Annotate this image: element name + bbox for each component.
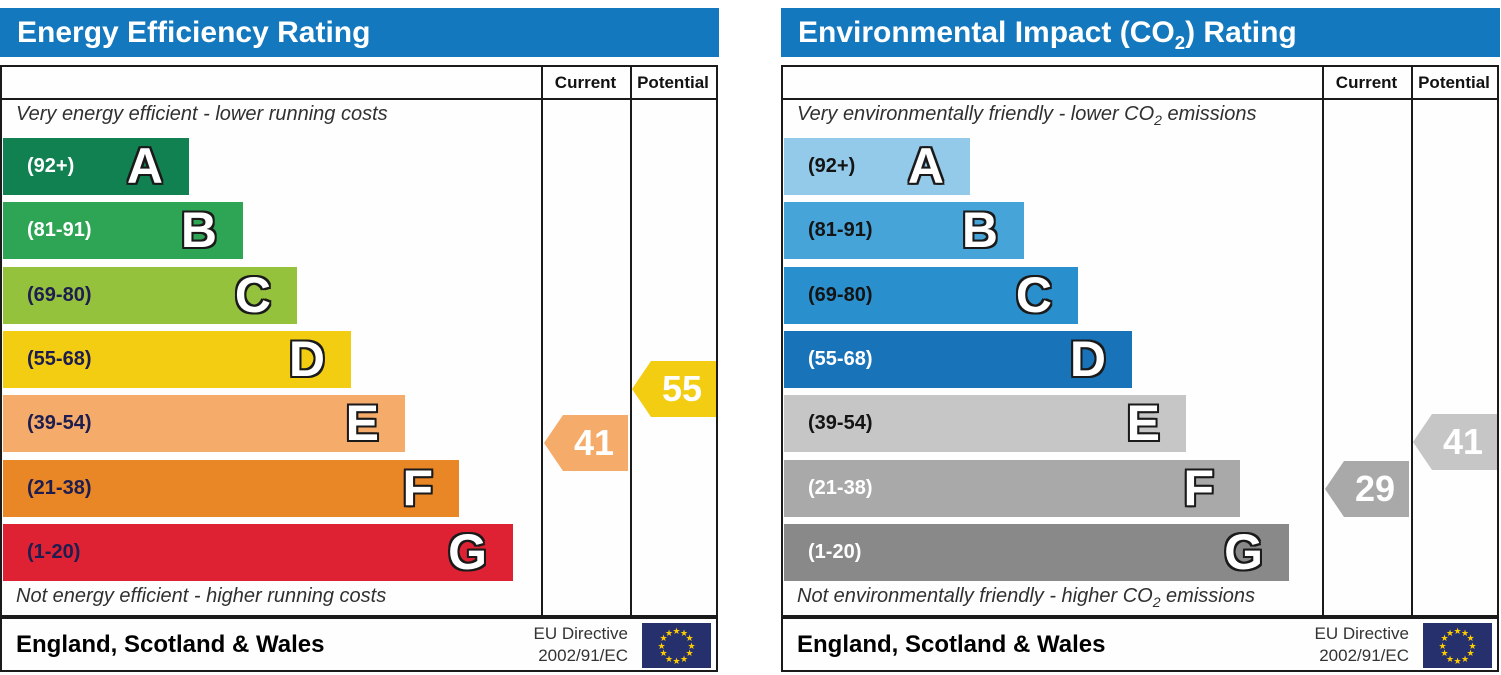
band-range-label: (21-38) [27, 477, 92, 499]
band-row-c: (69-80) C [3, 267, 297, 324]
band-row-a: (92+) A [784, 138, 970, 195]
chart-title-bar: Energy Efficiency Rating [0, 8, 719, 57]
band-row-a: (92+) A [3, 138, 189, 195]
band-letter: E [345, 395, 379, 451]
potential-column-divider [630, 67, 632, 615]
band-range-label: (1-20) [808, 541, 862, 563]
footer-region-label: England, Scotland & Wales [16, 631, 325, 658]
band-row-f: (21-38) F [3, 460, 459, 517]
band-letter: D [288, 331, 325, 387]
band-letter: E [1126, 395, 1160, 451]
current-rating-arrow: 29 [1325, 461, 1409, 517]
eu-directive-label: EU Directive 2002/91/EC [533, 624, 628, 665]
potential-column-divider [1411, 67, 1413, 615]
band-row-c: (69-80) C [784, 267, 1078, 324]
band-range-label: (21-38) [808, 477, 873, 499]
band-letter: F [1183, 460, 1214, 516]
band-range-label: (81-91) [808, 219, 873, 241]
band-letter: B [180, 202, 217, 258]
page-title: Environmental Impact (CO2) Rating [798, 16, 1297, 53]
band-row-b: (81-91) B [3, 202, 243, 259]
band-range-label: (55-68) [808, 348, 873, 370]
top-note: Very energy efficient - lower running co… [16, 103, 388, 125]
current-rating-arrow: 41 [544, 415, 628, 471]
band-range-label: (1-20) [27, 541, 81, 563]
band-row-e: (39-54) E [784, 395, 1186, 452]
band-range-label: (69-80) [27, 284, 92, 306]
band-letter: B [961, 202, 998, 258]
band-row-d: (55-68) D [3, 331, 351, 388]
potential-rating-arrow: 41 [1413, 414, 1497, 470]
band-range-label: (81-91) [27, 219, 92, 241]
current-rating-value: 41 [573, 422, 615, 463]
environmental-impact-chart: Environmental Impact (CO2) Rating Curren… [781, 0, 1501, 675]
band-range-label: (39-54) [27, 412, 92, 434]
potential-rating-value: 55 [661, 368, 703, 409]
band-range-label: (92+) [808, 155, 856, 177]
band-letter: G [1224, 524, 1263, 580]
band-range-label: (55-68) [27, 348, 92, 370]
band-letter: C [1015, 267, 1052, 323]
band-row-g: (1-20) G [784, 524, 1289, 581]
current-column-divider [541, 67, 543, 615]
band-row-g: (1-20) G [3, 524, 513, 581]
chart-footer: England, Scotland & Wales EU Directive 2… [0, 617, 718, 672]
potential-column-header: Potential [1418, 73, 1490, 92]
band-row-f: (21-38) F [784, 460, 1240, 517]
band-range-label: (39-54) [808, 412, 873, 434]
band-range-label: (69-80) [808, 284, 873, 306]
chart-title-bar: Environmental Impact (CO2) Rating [781, 8, 1500, 57]
band-letter: D [1069, 331, 1106, 387]
potential-rating-arrow: 55 [632, 361, 716, 417]
current-column-header: Current [1335, 73, 1398, 92]
band-letter: C [234, 267, 271, 323]
bottom-note: Not environmentally friendly - higher CO… [797, 585, 1255, 610]
band-letter: G [448, 524, 487, 580]
top-note: Very environmentally friendly - lower CO… [797, 103, 1257, 128]
eu-directive-label: EU Directive 2002/91/EC [1314, 624, 1409, 665]
bottom-note: Not energy efficient - higher running co… [16, 585, 387, 607]
band-letter: A [907, 138, 944, 194]
energy-efficiency-chart: Energy Efficiency Rating Current Potenti… [0, 0, 720, 675]
current-column-header: Current [554, 73, 617, 92]
current-column-divider [1322, 67, 1324, 615]
band-row-b: (81-91) B [784, 202, 1024, 259]
potential-column-header: Potential [637, 73, 709, 92]
eu-flag-icon [642, 623, 711, 668]
footer-region-label: England, Scotland & Wales [797, 631, 1106, 658]
band-row-d: (55-68) D [784, 331, 1132, 388]
eu-flag-icon [1423, 623, 1492, 668]
chart-footer: England, Scotland & Wales EU Directive 2… [781, 617, 1499, 672]
band-letter: A [126, 138, 163, 194]
table-header-row: Current Potential [783, 67, 1497, 100]
rating-table: Current Potential Very energy efficient … [0, 65, 718, 617]
rating-table: Current Potential Very environmentally f… [781, 65, 1499, 617]
potential-rating-value: 41 [1442, 421, 1484, 462]
band-range-label: (92+) [27, 155, 75, 177]
current-rating-value: 29 [1354, 468, 1396, 509]
band-row-e: (39-54) E [3, 395, 405, 452]
page-title: Energy Efficiency Rating [17, 16, 371, 49]
table-header-row: Current Potential [2, 67, 716, 100]
band-letter: F [402, 460, 433, 516]
